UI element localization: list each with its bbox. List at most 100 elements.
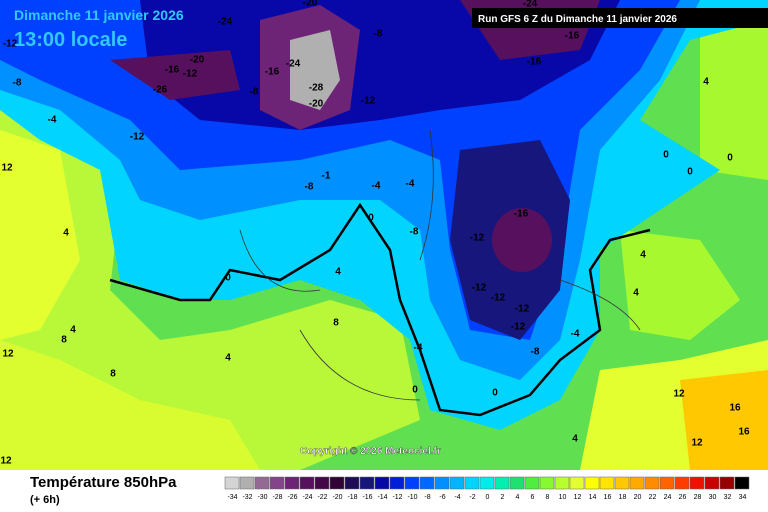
legend-swatch	[254, 476, 270, 490]
legend-label: 26	[679, 494, 687, 501]
contour-label: 16	[738, 427, 750, 438]
contour-label: 0	[412, 385, 418, 396]
legend: -34 -32 -30 -28 -26 -24 -22 -20 -18 -16 -14 -12 -10-…	[224, 476, 750, 501]
contour-label: -12	[491, 293, 506, 304]
footer-title: Température 850hPa	[30, 474, 177, 491]
contour-label: 12	[1, 163, 13, 174]
contour-label: 0	[687, 167, 693, 178]
legend-swatch	[719, 476, 735, 490]
contour-label: 4	[70, 325, 76, 336]
contour-label: -16	[565, 31, 580, 42]
date: Dimanche 11 janvier 2026	[14, 7, 184, 23]
cold-core	[492, 208, 552, 272]
contour-label: -20	[309, 99, 324, 110]
contour-label: -16	[165, 65, 180, 76]
contour-label: -16	[265, 67, 280, 78]
contour-label: -8	[410, 227, 419, 238]
legend-label: -6	[439, 494, 445, 501]
warm-field	[0, 130, 80, 340]
legend-label: -26	[287, 494, 297, 501]
contour-label: 0	[727, 153, 733, 164]
contour-labels: -24-20-8-24-16-16-20-16 -12-26-24-16-28-2…	[0, 0, 750, 467]
contour-label: 4	[572, 434, 578, 445]
legend-swatch	[674, 476, 690, 490]
contour-label: 8	[110, 369, 116, 380]
contour-label: 4	[63, 228, 69, 239]
legend-label: 18	[619, 494, 627, 501]
contour-label: 0	[492, 388, 498, 399]
contour-label: 4	[703, 77, 709, 88]
legend-swatch	[539, 476, 555, 490]
contour-label: -16	[514, 209, 529, 220]
contour-label: -8	[250, 87, 259, 98]
legend-label: 30	[709, 494, 717, 501]
contour-label: 8	[333, 318, 339, 329]
legend-label: -4	[454, 494, 460, 501]
contour-label: -8	[13, 78, 22, 89]
contour-label: 4	[633, 288, 639, 299]
contour-label: 4	[225, 353, 231, 364]
run-box	[472, 8, 768, 28]
legend-swatch	[389, 476, 405, 490]
contour-label: -12	[130, 132, 145, 143]
legend-swatch	[734, 476, 750, 490]
legend-label: 28	[694, 494, 702, 501]
legend-swatch	[479, 476, 495, 490]
legend-label: 14	[589, 494, 597, 501]
contour-label: -12	[472, 283, 487, 294]
contour-label: -16	[527, 57, 542, 68]
legend-label: 0	[486, 494, 490, 501]
legend-swatch	[314, 476, 330, 490]
legend-swatch	[284, 476, 300, 490]
legend-swatch	[509, 476, 525, 490]
cold-core	[110, 50, 240, 100]
legend-label: -2	[469, 494, 475, 501]
contour-label: -1	[322, 171, 331, 182]
legend-swatch	[524, 476, 540, 490]
contour-label: -12	[183, 69, 198, 80]
contour-label: 0	[225, 273, 231, 284]
legend-label: 10	[559, 494, 567, 501]
contour-label: 4	[335, 267, 341, 278]
contour-label: -12	[515, 304, 530, 315]
contour-label: -4	[372, 181, 381, 192]
legend-swatch	[644, 476, 660, 490]
contour-label: -20	[303, 0, 318, 9]
contour-label: -8	[374, 29, 383, 40]
legend-swatch	[554, 476, 570, 490]
legend-swatch	[449, 476, 465, 490]
legend-label: 34	[739, 494, 747, 501]
time: 13:00 locale	[14, 29, 127, 51]
zero-isotherm	[109, 202, 651, 417]
legend-swatch	[704, 476, 720, 490]
legend-label: 16	[604, 494, 612, 501]
contour-label: 12	[673, 389, 685, 400]
legend-swatch	[359, 476, 375, 490]
legend-swatch	[269, 476, 285, 490]
warm-field	[0, 340, 260, 470]
legend-swatch	[629, 476, 645, 490]
legend-swatch	[224, 476, 240, 490]
contour-label: -24	[523, 0, 538, 10]
legend-label: -12	[392, 494, 402, 501]
legend-label: -16	[362, 494, 372, 501]
legend-swatch	[689, 476, 705, 490]
copyright: Copyright © 2026 Meteociel.fr	[300, 446, 441, 457]
contour-label: -8	[305, 182, 314, 193]
contour-label: -4	[406, 179, 415, 190]
legend-label: -34	[227, 494, 237, 501]
legend-label: -8	[424, 494, 430, 501]
legend-swatch	[374, 476, 390, 490]
legend-label: -30	[257, 494, 267, 501]
contour-label: 12	[2, 349, 14, 360]
legend-label: 32	[724, 494, 732, 501]
legend-label: 22	[649, 494, 657, 501]
contour-label: -12	[3, 39, 18, 50]
legend-swatch	[659, 476, 675, 490]
contour-label: -12	[511, 322, 526, 333]
legend-label: 8	[546, 494, 550, 501]
legend-label: 12	[574, 494, 582, 501]
legend-label: -20	[332, 494, 342, 501]
legend-label: 4	[516, 494, 520, 501]
